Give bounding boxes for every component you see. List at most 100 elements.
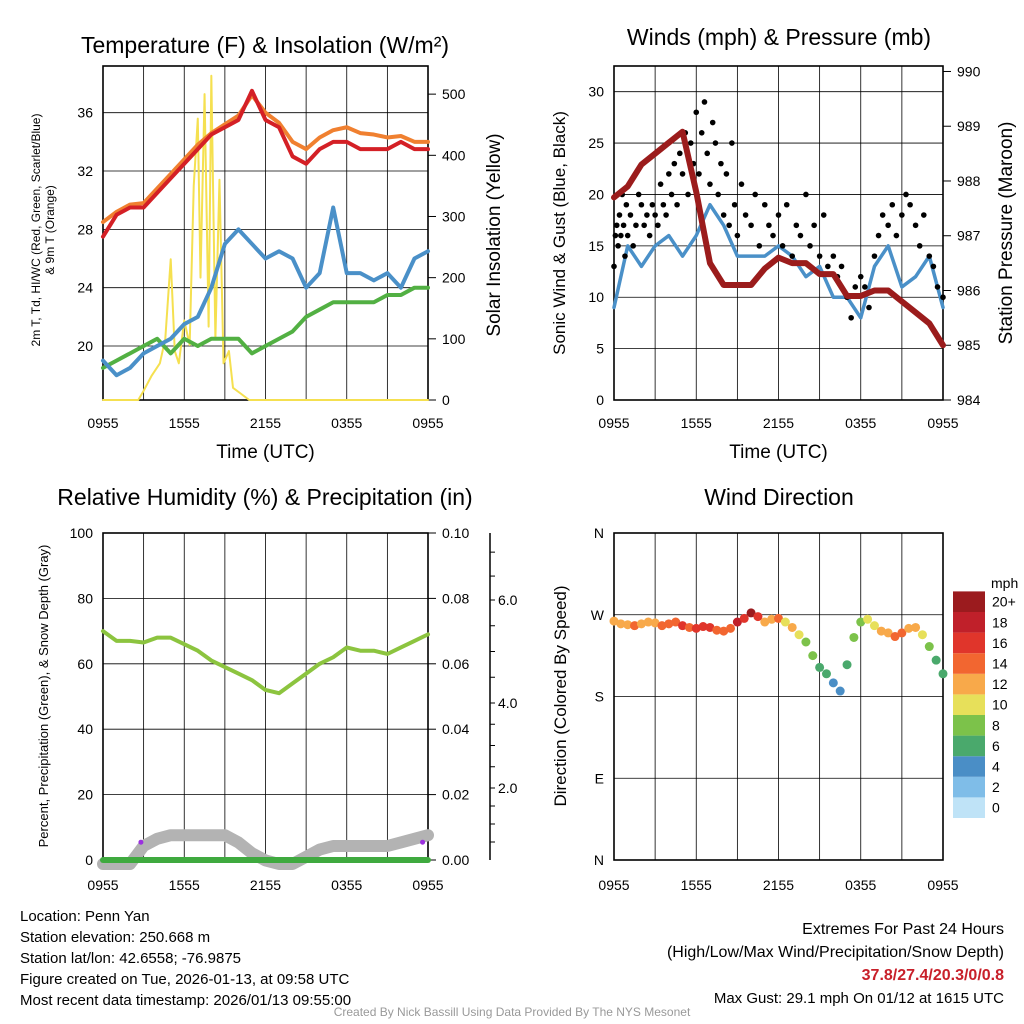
colorbar-label: 18 [992,614,1008,630]
colorbar-label: 10 [992,697,1008,713]
gust-point [646,232,653,239]
gust-point [879,212,886,218]
wind-direction-point [780,617,790,627]
gust-point [862,284,868,290]
x-tick-label: 0355 [845,415,876,431]
gust-point [921,212,927,218]
humidity-title: Relative Humidity (%) & Precipitation (i… [57,484,472,510]
y-tick-label: N [594,852,604,868]
x-tick-label: 2155 [763,415,794,431]
wind-direction-point [890,632,900,642]
y-axis-label-left: Sonic Wind & Gust (Blue, Black) [550,111,569,355]
gust-point [885,222,891,229]
x-tick-label: 2155 [250,877,281,893]
right-tick-label: 989 [957,118,981,134]
gust-point [679,171,686,177]
y-tick-label: 15 [588,238,604,254]
gust-point [857,273,864,280]
gust-point [729,140,735,146]
gust-point [685,191,691,198]
elevation-text: Station elevation: 250.668 m [20,929,211,946]
sonic-wind-line [612,202,945,320]
colorbar-label: 4 [992,759,1000,775]
gust-point [655,222,661,229]
gust-point [622,253,628,259]
wind-direction-point [917,630,927,640]
gust-point [866,304,872,311]
gust-point [660,201,667,208]
gust-point [748,222,754,229]
gust-point [912,222,919,229]
latlon-text: Station lat/lon: 42.6558; -76.9875 [20,950,242,967]
series-line-9m-t [101,93,430,225]
gust-point [701,99,708,105]
x-tick-label: 0955 [927,415,958,431]
wind-direction-point [849,632,859,642]
gust-point [738,181,745,187]
y-tick-label: 5 [596,341,604,357]
gust-point [707,181,713,187]
right-tick-label: 200 [442,270,466,286]
series-line-hi-wc [101,205,430,378]
right-tick-label: 0.08 [442,590,469,606]
wind-direction-point [609,616,619,626]
gust-point [641,222,647,229]
gust-point [687,140,694,146]
right-tick-label: 987 [957,228,981,244]
gust-point [797,232,804,239]
wind-direction-point [828,678,838,688]
colorbar-label: 0 [992,800,1000,816]
wind-direction-point [821,669,831,679]
wind-direction-point [842,660,852,670]
wind-direction-point [856,617,866,627]
right-tick-label: 0.06 [442,656,469,672]
colorbar-label: 6 [992,738,1000,754]
wind-direction-point [760,617,770,627]
colorbar-swatch [953,632,985,654]
gust-point [674,201,680,208]
wind-direction-point [904,623,914,633]
gust-point [720,212,727,218]
wind-direction-point [746,608,756,618]
gust-point [848,314,854,321]
right-tick-label: 990 [957,63,981,79]
gust-point [671,160,678,167]
wind-direction-point [869,621,879,631]
gust-point [704,150,711,157]
gust-point [623,201,630,208]
gust-point [779,243,786,249]
wind-direction-point [883,628,893,638]
wind-direction-point [630,621,640,631]
precip-marker [138,839,144,845]
y-tick-label: 36 [77,105,93,121]
y-tick-label: N [594,525,604,541]
wind-direction-point [815,662,825,672]
wind-direction-point [636,619,646,629]
gust-point [620,222,627,229]
gust-point [871,253,878,259]
extremes-box: Extremes For Past 24 Hours (High/Low/Max… [667,918,1004,1010]
gust-point [644,212,650,218]
wind-direction-point [650,618,660,628]
y-tick-label: 30 [588,84,604,100]
wind-direction-point [753,612,763,622]
x-tick-label: 2155 [763,877,794,893]
x-tick-label: 0355 [331,415,362,431]
colorbar-title: mph [991,575,1018,591]
snow-tick-label: 6.0 [498,592,518,608]
right-tick-label: 988 [957,173,981,189]
wind-direction-point [911,622,921,632]
gust-point [926,253,933,259]
wind-direction-point [794,630,804,640]
gust-point [613,222,620,229]
y-tick-label: 40 [77,721,93,737]
gust-point [907,201,913,208]
gust-point [803,191,809,198]
x-axis-label: Time (UTC) [729,442,828,463]
gust-point [615,243,621,249]
credit-text: Created By Nick Bassill Using Data Provi… [333,1005,691,1019]
right-tick-label: 100 [442,331,466,347]
gust-point [899,212,905,218]
x-tick-label: 0955 [87,415,118,431]
y-tick-label: W [591,607,605,623]
